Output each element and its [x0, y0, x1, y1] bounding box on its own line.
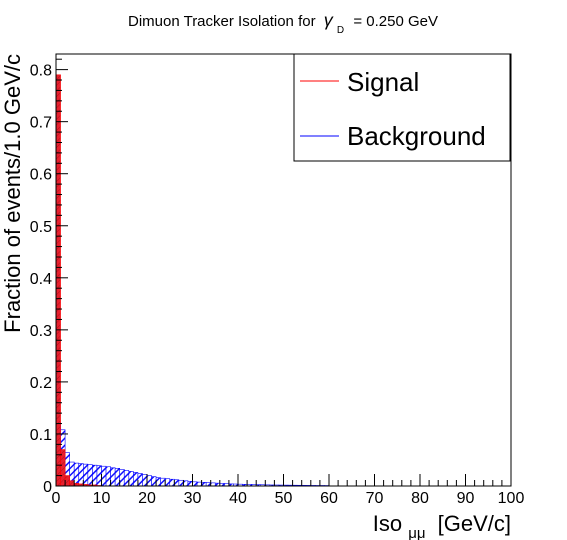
background-bar: [196, 481, 202, 487]
y-tick-label: 0.6: [30, 167, 52, 184]
background-bar: [174, 479, 180, 487]
chart-title: Dimuon Tracker Isolation for γ D = 0.250…: [128, 10, 438, 37]
chart-title-suffix: = 0.250 GeV: [353, 13, 438, 30]
y-tick-label: 0.8: [30, 63, 52, 80]
background-bar: [205, 482, 211, 487]
background-bar: [201, 482, 207, 487]
background-bar: [119, 469, 125, 487]
y-axis-title: Fraction of events/1.0 GeV/c: [0, 54, 25, 333]
x-tick-label: 90: [457, 490, 475, 507]
background-bar: [151, 476, 157, 487]
background-bar: [101, 465, 107, 487]
x-tick-label: 50: [275, 490, 293, 507]
background-bar: [169, 478, 175, 487]
background-bar: [192, 481, 198, 487]
background-bar: [155, 477, 161, 487]
x-tick-label: 0: [52, 490, 61, 507]
x-tick-label: 20: [138, 490, 156, 507]
background-bar: [96, 465, 102, 487]
signal-bar: [55, 74, 61, 487]
x-axis-title-main: Iso: [373, 511, 402, 536]
background-bar: [142, 474, 148, 487]
y-tick-label: 0: [43, 479, 52, 496]
y-tick-label: 0.7: [30, 115, 52, 132]
background-bar: [146, 475, 152, 487]
legend-signal-label: Signal: [347, 67, 419, 97]
y-axis-ticks: 0 0.1 0.2 0.3 0.4 0.5 0.6 0.7 0.8: [30, 58, 68, 496]
x-tick-label: 70: [366, 490, 384, 507]
background-bar: [114, 468, 121, 487]
background-bar: [110, 467, 116, 487]
x-tick-label: 10: [93, 490, 111, 507]
x-axis-title: Iso μμ [GeV/c]: [373, 511, 511, 540]
signal-series: [55, 74, 102, 487]
x-axis-title-sub: μμ: [408, 525, 425, 540]
x-axis-title-unit: [GeV/c]: [438, 511, 511, 536]
background-bar: [160, 477, 166, 487]
background-bar: [178, 479, 184, 487]
background-bar: [183, 480, 189, 487]
x-tick-label: 40: [229, 490, 247, 507]
background-bar: [87, 464, 93, 487]
x-tick-label: 100: [498, 490, 525, 507]
x-tick-label: 30: [184, 490, 202, 507]
chart-title-subscript: D: [337, 25, 344, 36]
x-tick-label: 60: [320, 490, 338, 507]
y-tick-label: 0.1: [30, 427, 52, 444]
background-bar: [123, 470, 130, 487]
legend-background-label: Background: [347, 121, 486, 151]
background-bar: [133, 472, 139, 487]
signal-bar: [64, 475, 70, 487]
background-bar: [73, 462, 80, 487]
y-tick-label: 0.5: [30, 219, 52, 236]
background-bar: [128, 471, 134, 487]
background-bar: [187, 481, 193, 487]
chart-title-symbol: γ: [324, 10, 334, 30]
x-axis-ticks: 0 10 20 30 40 50 60 70 80 90 100: [52, 474, 525, 507]
x-tick-label: 80: [411, 490, 429, 507]
background-bar: [92, 464, 98, 487]
chart-title-prefix: Dimuon Tracker Isolation for: [128, 13, 316, 30]
y-tick-label: 0.2: [30, 375, 52, 392]
background-bar: [164, 478, 171, 487]
background-bar: [105, 466, 111, 487]
y-tick-label: 0.3: [30, 323, 52, 340]
background-bar: [83, 463, 89, 487]
background-bar: [78, 463, 84, 487]
background-series: [55, 422, 330, 487]
signal-bar: [69, 480, 75, 487]
background-bar: [137, 473, 143, 487]
y-tick-label: 0.4: [30, 271, 52, 288]
legend: Signal Background: [293, 53, 511, 162]
legend-box: [293, 53, 511, 162]
